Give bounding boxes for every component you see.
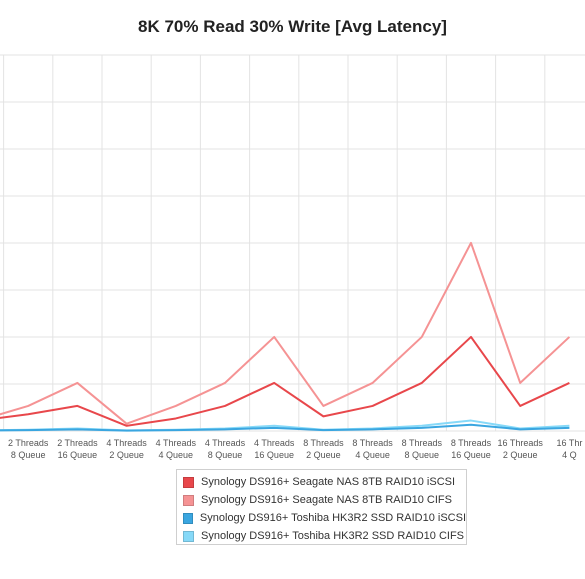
chart-grid bbox=[0, 54, 585, 432]
legend-swatch bbox=[183, 530, 194, 542]
legend-swatch bbox=[183, 476, 194, 488]
x-tick-label: 8 Threads bbox=[303, 438, 344, 448]
legend-label: Synology DS916+ Seagate NAS 8TB RAID10 i… bbox=[201, 476, 456, 488]
legend: Synology DS916+ Seagate NAS 8TB RAID10 i… bbox=[176, 469, 467, 545]
x-tick-label: 8 Threads bbox=[402, 438, 443, 448]
x-tick-label: 4 Queue bbox=[159, 450, 194, 460]
x-tick-label: 4 Queue bbox=[355, 450, 390, 460]
series-line-2 bbox=[0, 241, 571, 425]
x-tick-label: 2 Threads bbox=[8, 438, 49, 448]
legend-swatch bbox=[183, 494, 194, 506]
chart-title: 8K 70% Read 30% Write [Avg Latency] bbox=[138, 17, 447, 36]
legend-label: Synology DS916+ Toshiba HK3R2 SSD RAID10… bbox=[199, 512, 466, 524]
legend-label: Synology DS916+ Toshiba HK3R2 SSD RAID10… bbox=[201, 530, 465, 542]
x-tick-label: 4 Threads bbox=[156, 438, 197, 448]
chart-series bbox=[0, 241, 571, 432]
x-tick-label: 4 Threads bbox=[205, 438, 246, 448]
x-tick-label: 8 Threads bbox=[451, 438, 492, 448]
x-tick-label: 8 Queue bbox=[11, 450, 46, 460]
x-tick-label: 16 Thr bbox=[556, 438, 582, 448]
x-tick-label: 8 Queue bbox=[208, 450, 243, 460]
x-tick-label: 8 Threads bbox=[352, 438, 393, 448]
x-tick-label: 4 Threads bbox=[254, 438, 295, 448]
legend-item[interactable]: Synology DS916+ Toshiba HK3R2 SSD RAID10… bbox=[183, 527, 466, 545]
x-tick-label: 2 Threads bbox=[57, 438, 98, 448]
legend-swatch bbox=[183, 512, 193, 524]
x-tick-label: 16 Queue bbox=[451, 450, 491, 460]
legend-item[interactable]: Synology DS916+ Toshiba HK3R2 SSD RAID10… bbox=[183, 509, 466, 527]
x-tick-label: 2 Queue bbox=[306, 450, 341, 460]
x-tick-label: 2 Queue bbox=[109, 450, 144, 460]
x-tick-label: 16 Queue bbox=[254, 450, 294, 460]
x-tick-label: 16 Queue bbox=[58, 450, 98, 460]
x-tick-label: 8 Queue bbox=[405, 450, 440, 460]
x-tick-label: 2 Queue bbox=[503, 450, 538, 460]
x-tick-label: 4 Threads bbox=[106, 438, 147, 448]
series-line-3 bbox=[0, 423, 570, 432]
x-tick-label: 4 Q bbox=[562, 450, 577, 460]
legend-item[interactable]: Synology DS916+ Seagate NAS 8TB RAID10 i… bbox=[183, 473, 466, 491]
legend-item[interactable]: Synology DS916+ Seagate NAS 8TB RAID10 C… bbox=[183, 491, 466, 509]
x-tick-label: 16 Threads bbox=[498, 438, 544, 448]
legend-label: Synology DS916+ Seagate NAS 8TB RAID10 C… bbox=[201, 494, 452, 506]
series-line-1 bbox=[0, 335, 570, 427]
